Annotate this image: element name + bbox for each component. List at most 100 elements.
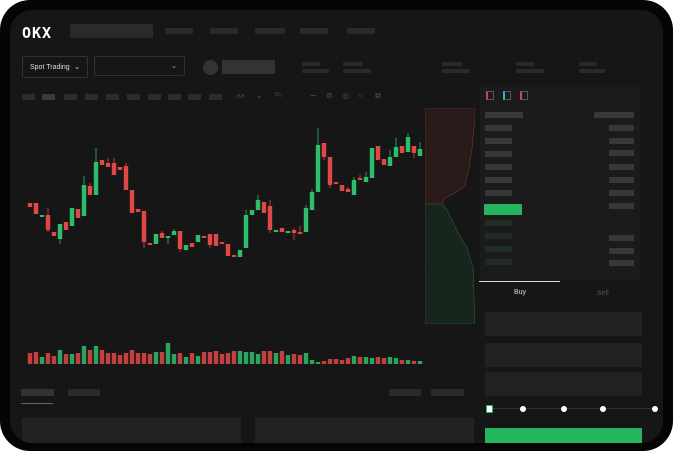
interval-button[interactable] bbox=[42, 94, 55, 100]
nav-item[interactable] bbox=[347, 28, 375, 34]
total-input[interactable] bbox=[485, 372, 642, 396]
ask-size bbox=[609, 125, 634, 131]
ask-price bbox=[485, 190, 512, 196]
volume-bar bbox=[87, 350, 93, 364]
ask-price bbox=[485, 125, 512, 131]
candle-body bbox=[105, 163, 111, 167]
interval-button[interactable] bbox=[85, 94, 98, 100]
volume-bar bbox=[285, 355, 291, 364]
fullscreen-icon[interactable]: ⧉ bbox=[375, 91, 381, 100]
market-type-dropdown[interactable]: Spot Trading ⌄ bbox=[22, 56, 88, 78]
interval-button[interactable] bbox=[148, 94, 161, 100]
nav-item[interactable] bbox=[300, 28, 328, 34]
slider-step[interactable] bbox=[600, 406, 606, 412]
chart-type-icon[interactable]: ⌄ bbox=[256, 91, 263, 100]
volume-bar bbox=[267, 351, 273, 364]
filter-button[interactable] bbox=[389, 389, 421, 396]
search-bar[interactable] bbox=[70, 24, 153, 38]
candle-body bbox=[399, 146, 405, 153]
candle-body bbox=[33, 203, 39, 214]
tab-buy[interactable]: Buy bbox=[514, 289, 527, 296]
interval-button[interactable] bbox=[188, 94, 201, 100]
amount-input[interactable] bbox=[485, 343, 642, 367]
tab-open-orders[interactable] bbox=[21, 389, 54, 396]
interval-button[interactable] bbox=[168, 94, 181, 100]
volume-bar bbox=[189, 353, 195, 364]
slider-step[interactable] bbox=[520, 406, 526, 412]
candle-body bbox=[291, 230, 297, 233]
candle-body bbox=[405, 137, 411, 152]
candle-body bbox=[351, 180, 357, 195]
candle-body bbox=[237, 250, 243, 257]
volume-bar bbox=[279, 351, 285, 364]
order-book bbox=[480, 87, 640, 280]
volume-bar bbox=[213, 351, 219, 364]
settings-icon[interactable]: ᴼ▫ bbox=[275, 91, 282, 100]
volume-bar bbox=[393, 358, 399, 364]
stat bbox=[302, 62, 320, 66]
volume-bar bbox=[225, 353, 231, 364]
volume-bar bbox=[123, 353, 129, 364]
ask-size bbox=[609, 138, 634, 144]
nav-item[interactable] bbox=[255, 28, 285, 34]
last-price bbox=[484, 204, 522, 215]
interval-button[interactable] bbox=[22, 94, 35, 100]
volume-bar bbox=[261, 351, 267, 364]
interval-button[interactable] bbox=[209, 94, 222, 100]
candlestick-chart[interactable] bbox=[15, 110, 435, 370]
nav-item[interactable] bbox=[210, 28, 238, 34]
volume-bar bbox=[309, 360, 315, 364]
circle-icon[interactable]: ○ bbox=[358, 91, 363, 100]
candle-body bbox=[357, 178, 363, 180]
candle-body bbox=[297, 232, 303, 234]
volume-bar bbox=[381, 358, 387, 364]
candle-body bbox=[213, 234, 219, 246]
draw-icon[interactable]: ⊘ bbox=[326, 91, 333, 100]
tab-history[interactable] bbox=[68, 389, 100, 396]
target-icon[interactable]: ◎ bbox=[342, 91, 349, 100]
price-input[interactable] bbox=[485, 312, 642, 336]
view-bids-icon[interactable] bbox=[503, 91, 511, 100]
bid-price bbox=[485, 259, 512, 265]
slider-step[interactable] bbox=[652, 406, 658, 412]
bid-depth bbox=[425, 203, 475, 324]
filter-button[interactable] bbox=[431, 389, 464, 396]
candle-body bbox=[99, 160, 105, 165]
volume-bar bbox=[39, 357, 45, 364]
volume-bar bbox=[357, 357, 363, 364]
volume-bar bbox=[339, 360, 345, 364]
candle-body bbox=[129, 190, 135, 213]
interval-button[interactable] bbox=[106, 94, 119, 100]
stat bbox=[516, 69, 544, 73]
candle-body bbox=[207, 234, 213, 245]
view-asks-icon[interactable] bbox=[520, 91, 528, 100]
volume-bar bbox=[273, 353, 279, 364]
indicator-icon[interactable]: ⩘⩘ bbox=[235, 91, 245, 100]
volume-bar bbox=[135, 353, 141, 364]
interval-button[interactable] bbox=[64, 94, 77, 100]
pair-dropdown[interactable]: ⌄ bbox=[94, 56, 185, 76]
candle-body bbox=[177, 231, 183, 249]
tab-sell[interactable]: Sell bbox=[597, 290, 609, 297]
candle-body bbox=[153, 234, 159, 244]
view-both-icon[interactable] bbox=[486, 91, 494, 100]
interval-button[interactable] bbox=[127, 94, 140, 100]
candle-body bbox=[321, 143, 327, 157]
leverage-slider[interactable] bbox=[490, 408, 655, 409]
slider-handle[interactable] bbox=[486, 405, 493, 413]
nav-item[interactable] bbox=[165, 28, 193, 34]
candle-body bbox=[267, 206, 273, 230]
bid-size bbox=[609, 260, 634, 266]
volume-bar bbox=[45, 353, 51, 364]
volume-bar bbox=[171, 354, 177, 364]
slider-step[interactable] bbox=[561, 406, 567, 412]
stat bbox=[516, 62, 534, 66]
volume-bar bbox=[303, 353, 309, 364]
line-icon[interactable]: ∼ bbox=[310, 91, 317, 100]
volume-bar bbox=[243, 352, 249, 364]
volume-bar bbox=[183, 357, 189, 364]
stat bbox=[302, 69, 329, 73]
volume-bar bbox=[321, 361, 327, 364]
buy-submit-button[interactable] bbox=[485, 428, 642, 443]
col-header bbox=[485, 112, 523, 118]
